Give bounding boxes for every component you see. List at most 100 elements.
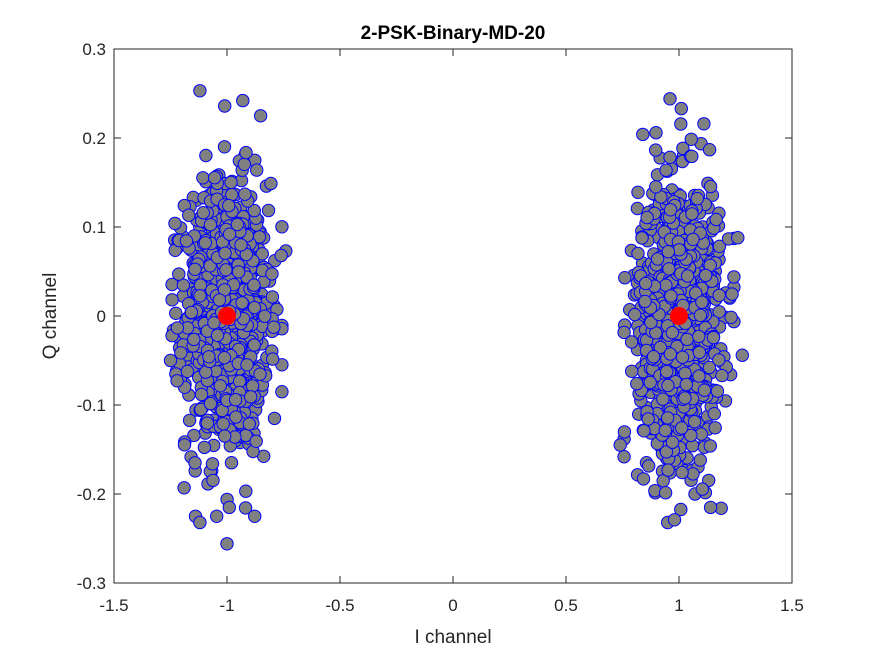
scatter-point (663, 92, 677, 106)
ideal-constellation-point (218, 307, 236, 325)
x-tick-label: -0.5 (325, 596, 354, 615)
scatter-point (680, 332, 694, 347)
scatter-point (693, 308, 708, 322)
scatter-point (202, 350, 216, 364)
scatter-point (661, 245, 675, 259)
scatter-point (238, 187, 252, 201)
scatter-point (708, 421, 722, 435)
scatter-point (207, 316, 221, 330)
scatter-point (643, 375, 657, 390)
scatter-point (653, 340, 668, 355)
scatter-point (731, 231, 745, 245)
scatter-point (168, 216, 182, 231)
scatter-point (193, 515, 207, 530)
scatter-point (662, 262, 676, 276)
scatter-point (618, 271, 632, 285)
scatter-point (712, 239, 727, 254)
scatter-point (255, 247, 269, 261)
x-axis-label: I channel (414, 627, 491, 648)
x-tick-label: -1.5 (99, 596, 128, 615)
scatter-point (693, 453, 707, 467)
scatter-point (194, 402, 208, 417)
y-tick-label: 0.3 (82, 40, 106, 59)
scatter-point (707, 407, 721, 421)
scatter-point (200, 416, 215, 430)
scatter-point (275, 220, 289, 234)
scatter-point (248, 509, 262, 523)
scatter-point (230, 217, 245, 232)
scatter-point (193, 289, 207, 303)
scatter-point (236, 93, 250, 108)
y-tick-label: -0.2 (77, 485, 106, 504)
scatter-point (656, 392, 670, 406)
scatter-point (253, 367, 267, 381)
scatter-point (703, 179, 718, 194)
scatter-point (639, 276, 653, 291)
scatter-point (247, 203, 262, 218)
scatter-point (638, 294, 652, 309)
y-tick-label: 0 (97, 307, 106, 326)
scatter-point (674, 117, 688, 131)
scatter-point (205, 457, 220, 471)
scatter-point (712, 288, 726, 302)
scatter-point (661, 378, 675, 393)
scatter-point (194, 387, 209, 402)
scatter-point (624, 335, 639, 349)
scatter-point (203, 396, 218, 411)
scatter-point (617, 450, 631, 464)
scatter-point (177, 481, 191, 495)
scatter-point (663, 347, 678, 361)
scatter-point (640, 210, 654, 225)
scatter-point (218, 99, 232, 113)
scatter-point (198, 236, 213, 250)
scatter-point (197, 440, 212, 455)
scatter-point (675, 350, 690, 364)
scatter-point (676, 141, 690, 156)
y-tick-label: 0.1 (82, 218, 106, 237)
scatter-point (646, 350, 661, 364)
scatter-point (245, 379, 260, 393)
scatter-point (641, 412, 655, 426)
scatter-point (228, 393, 243, 407)
scatter-point (679, 377, 693, 392)
x-tick-label: 1 (674, 596, 683, 615)
scatter-point (692, 369, 706, 383)
scatter-point (216, 417, 230, 431)
scatter-point (240, 358, 254, 372)
scatter-point (267, 411, 282, 426)
scatter-point (261, 203, 276, 218)
scatter-point (631, 246, 645, 261)
scatter-point (235, 296, 249, 310)
scatter-point (703, 439, 717, 453)
scatter-point (697, 117, 711, 131)
x-tick-label: -1 (219, 596, 234, 615)
scatter-point (658, 423, 672, 438)
scatter-point (735, 348, 749, 362)
y-tick-label: 0.2 (82, 129, 106, 148)
scatter-point (625, 364, 639, 378)
scatter-point (224, 175, 238, 190)
scatter-point (207, 171, 222, 185)
y-tick-label: -0.3 (77, 574, 106, 593)
scatter-point (665, 325, 679, 340)
scatter-point (702, 360, 717, 375)
scatter-point (663, 203, 678, 217)
scatter-point (650, 252, 665, 266)
x-tick-label: 0 (448, 596, 457, 615)
scatter-point (687, 415, 702, 429)
scatter-point (702, 143, 717, 157)
scatter-point (661, 411, 675, 425)
axis-ticks: -1.5 -1 -0.5 0 0.5 1 1.5 -0.3 -0.2 -0.1 0 0.1 0.2 0.3 (77, 40, 804, 615)
scatter-point (659, 445, 674, 459)
scatter-point (179, 234, 194, 248)
scatter-point (686, 232, 700, 247)
scatter-point (172, 267, 186, 281)
scatter-point (193, 84, 207, 98)
scatter-point (182, 413, 197, 428)
scatter-point (222, 198, 236, 213)
scatter-point (617, 425, 632, 439)
scatter-point (725, 287, 739, 301)
scatter-point (675, 465, 689, 480)
scatter-point (636, 472, 651, 486)
scatter-point (267, 320, 281, 334)
